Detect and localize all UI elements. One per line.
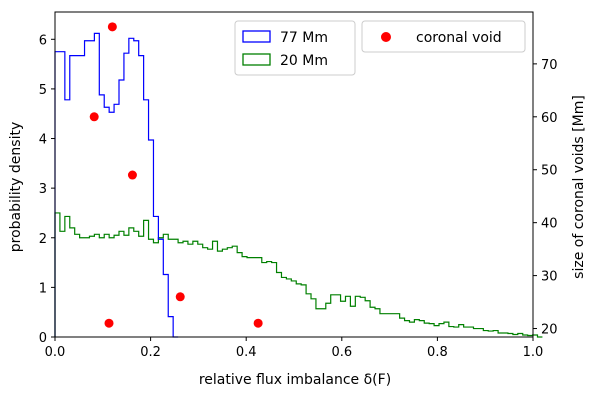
legend-label-20mm: 20 Mm [280, 53, 328, 69]
right-y-tick-label: 50 [541, 164, 558, 179]
right-y-tick-label: 40 [541, 217, 558, 232]
series-77mm-group [54, 32, 179, 338]
left-y-axis-title: probability density [8, 122, 24, 252]
right-y-tick-label: 70 [541, 58, 558, 73]
left-y-tick-label: 3 [39, 182, 47, 197]
coronal-void-point [104, 318, 114, 328]
coronal-void-point [107, 22, 117, 32]
series-coronal-void-group [89, 22, 263, 328]
right-y-axis-title: size of coronal voids [Mm] [571, 95, 587, 279]
x-axis-title: relative flux imbalance δ(F) [199, 372, 391, 388]
x-axis-ticks: 0.0 0.2 0.4 0.6 0.8 1.0 [45, 337, 544, 360]
right-y-tick-label: 60 [541, 111, 558, 126]
series-line-20mm [54, 212, 543, 338]
x-tick-label: 0.8 [427, 345, 448, 360]
legend-label-coronal-void: coronal void [416, 30, 502, 46]
x-tick-label: 0.6 [331, 345, 352, 360]
left-y-tick-label: 0 [39, 331, 47, 346]
left-y-tick-label: 5 [39, 83, 47, 98]
coronal-void-point [253, 318, 263, 328]
coronal-void-point [175, 292, 185, 302]
right-y-tick-label: 30 [541, 270, 558, 285]
left-y-axis-ticks: 0 1 2 3 4 5 6 [39, 33, 55, 346]
x-tick-label: 0.0 [45, 345, 66, 360]
left-y-tick-label: 4 [39, 133, 47, 148]
plot-frame [54, 11, 534, 338]
x-tick-label: 0.2 [140, 345, 161, 360]
legend-box [234, 20, 356, 76]
legend-scatter: coronal void [361, 20, 526, 53]
left-y-tick-label: 2 [39, 232, 47, 247]
legend-histograms: 77 Mm 20 Mm [234, 20, 356, 76]
series-line-77mm [54, 32, 179, 338]
coronal-void-point [89, 112, 99, 122]
right-y-axis-ticks: 20 30 40 50 60 70 [533, 58, 558, 338]
legend-swatch-77mm [242, 30, 271, 43]
left-y-tick-label: 6 [39, 33, 47, 48]
series-20mm-group [54, 212, 543, 338]
legend-box [361, 20, 526, 53]
legend-label-77mm: 77 Mm [280, 30, 328, 46]
right-y-tick-label: 20 [541, 323, 558, 338]
x-tick-label: 0.4 [236, 345, 257, 360]
legend-swatch-20mm [242, 53, 271, 66]
x-tick-label: 1.0 [523, 345, 544, 360]
legend-marker-coronal-void [381, 32, 391, 42]
left-y-tick-label: 1 [39, 281, 47, 296]
coronal-void-point [127, 170, 137, 180]
